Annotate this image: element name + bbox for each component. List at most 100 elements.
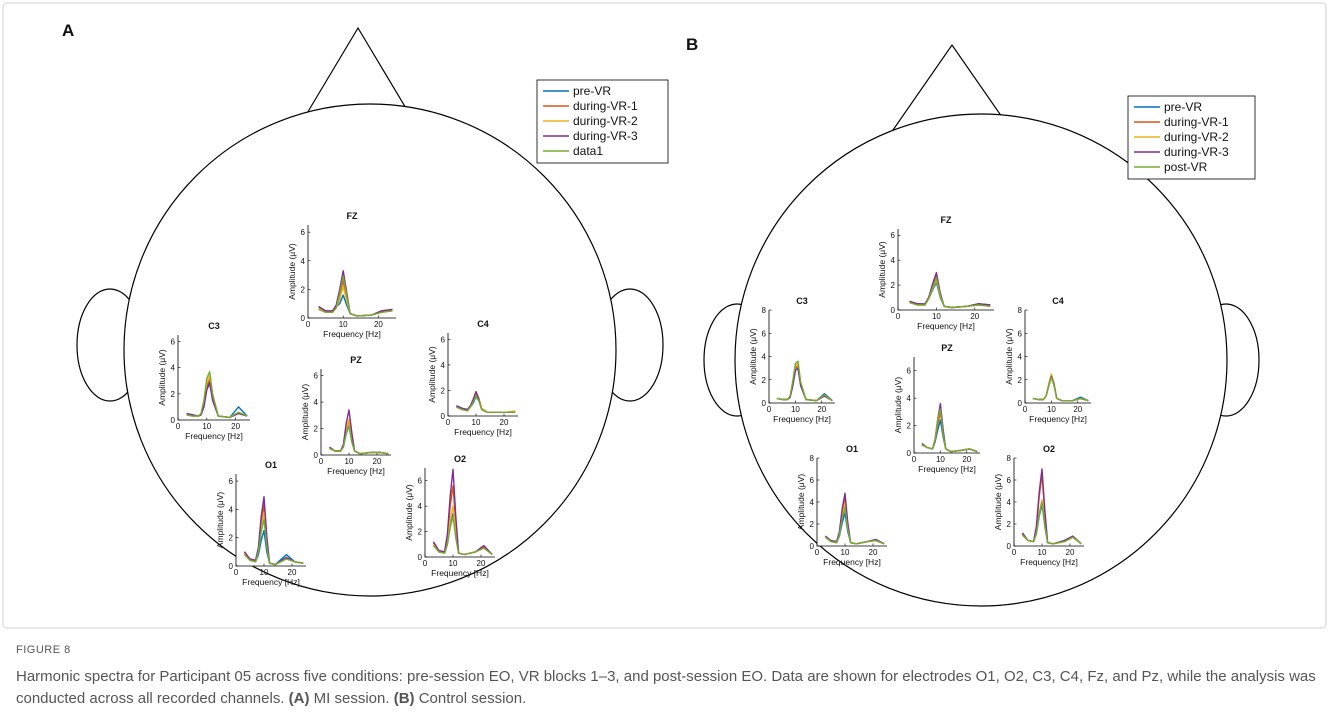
x-tick-label: 0: [319, 457, 324, 466]
x-tick-label: 0: [767, 405, 772, 414]
x-axis-label: Frequency [Hz]: [1020, 557, 1078, 567]
y-tick-label: 4: [171, 364, 176, 373]
x-tick-label: 0: [912, 455, 917, 464]
y-tick-label: 6: [1007, 476, 1012, 485]
plot-area: [817, 458, 887, 546]
y-tick-label: 6: [441, 335, 446, 344]
x-tick-label: 10: [339, 320, 348, 329]
chart-title: PZ: [350, 355, 362, 365]
x-tick-label: 20: [1066, 548, 1075, 557]
x-axis-label: Frequency [Hz]: [242, 577, 300, 587]
spectrum-line: [1032, 376, 1089, 402]
caption-label: FIGURE 8: [16, 644, 71, 656]
chart-title: C3: [796, 296, 808, 306]
chart-title: O1: [846, 444, 858, 454]
x-tick-label: 10: [791, 405, 800, 414]
x-tick-label: 0: [1012, 548, 1017, 557]
x-axis-label: Frequency [Hz]: [1029, 414, 1087, 424]
axes: [913, 357, 980, 454]
y-tick-label: 6: [314, 372, 319, 381]
x-tick-label: 0: [176, 422, 181, 431]
y-tick-label: 0: [907, 449, 912, 458]
y-tick-label: 2: [891, 281, 896, 290]
caption-panel-label: (B): [393, 690, 415, 707]
x-tick-label: 0: [423, 559, 428, 568]
y-tick-label: 2: [762, 376, 767, 385]
y-axis-label: Amplitude (μV): [796, 474, 806, 531]
plot-area: [1014, 458, 1084, 546]
y-axis-label: Amplitude (μV): [877, 241, 887, 298]
y-tick-label: 2: [229, 534, 234, 543]
x-axis-label: Frequency [Hz]: [917, 321, 975, 331]
panel-label: B: [686, 35, 698, 54]
figure-border: [2, 2, 1327, 629]
x-tick-label: 0: [815, 548, 820, 557]
y-tick-label: 0: [1007, 542, 1012, 551]
axes: [768, 310, 835, 404]
plot-area: [448, 333, 518, 416]
x-tick-label: 10: [345, 457, 354, 466]
plot-area: [321, 369, 391, 455]
y-tick-label: 0: [314, 451, 319, 460]
x-axis-label: Frequency [Hz]: [323, 329, 381, 339]
y-tick-label: 4: [314, 398, 319, 407]
x-tick-label: 20: [500, 418, 509, 427]
y-tick-label: 8: [1018, 306, 1023, 315]
legend-label: during-VR-1: [573, 99, 638, 113]
caption-text: MI session.: [313, 690, 390, 707]
plot-area: [236, 474, 306, 566]
x-axis-label: Frequency [Hz]: [773, 414, 831, 424]
y-tick-label: 0: [301, 314, 306, 323]
x-tick-label: 0: [1023, 405, 1028, 414]
y-tick-label: 8: [810, 454, 815, 463]
spectrum-line: [243, 495, 304, 566]
x-tick-label: 20: [477, 559, 486, 568]
spectrum-line: [1021, 501, 1082, 545]
y-tick-label: 4: [1018, 353, 1023, 362]
legend-label: post-VR: [1164, 160, 1208, 174]
chart-title: C3: [208, 321, 220, 331]
caption-panel-label: (A): [288, 690, 310, 707]
y-axis-label: Amplitude (μV): [748, 328, 758, 385]
spectrum-line: [243, 518, 304, 566]
y-tick-label: 6: [907, 367, 912, 376]
y-tick-label: 0: [418, 553, 423, 562]
y-tick-label: 0: [441, 412, 446, 421]
y-axis-label: Amplitude (μV): [1004, 328, 1014, 385]
x-axis-label: Frequency [Hz]: [823, 557, 881, 567]
legend-label: during-VR-2: [1164, 130, 1229, 144]
y-tick-label: 2: [1007, 520, 1012, 529]
chart-title: C4: [1052, 296, 1064, 306]
legend: pre-VRduring-VR-1during-VR-2during-VR-3p…: [1127, 95, 1256, 180]
x-tick-label: 20: [1073, 405, 1082, 414]
y-tick-label: 2: [171, 390, 176, 399]
axes: [307, 225, 396, 319]
spectrum-line: [776, 360, 833, 402]
chart-title: C4: [477, 319, 489, 329]
plot-area: [425, 468, 495, 557]
y-tick-label: 4: [1007, 498, 1012, 507]
legend-label: pre-VR: [1164, 100, 1202, 114]
x-tick-label: 20: [869, 548, 878, 557]
x-tick-label: 0: [306, 320, 311, 329]
x-tick-label: 10: [936, 455, 945, 464]
axes: [1024, 310, 1091, 404]
spectrum-line: [824, 506, 885, 545]
chart-title: O2: [1043, 444, 1055, 454]
y-tick-label: 2: [1018, 376, 1023, 385]
spectrum-line: [921, 408, 978, 453]
figure: A B pre-VRduring-VR-1during-VR-2during-V…: [2, 2, 1327, 629]
y-tick-label: 4: [907, 394, 912, 403]
y-tick-label: 2: [301, 285, 306, 294]
y-tick-label: 6: [229, 477, 234, 486]
axes: [424, 468, 495, 558]
panel-label: A: [62, 21, 74, 40]
x-tick-label: 0: [234, 568, 239, 577]
y-tick-label: 2: [418, 528, 423, 537]
legend-label: data1: [573, 144, 603, 158]
